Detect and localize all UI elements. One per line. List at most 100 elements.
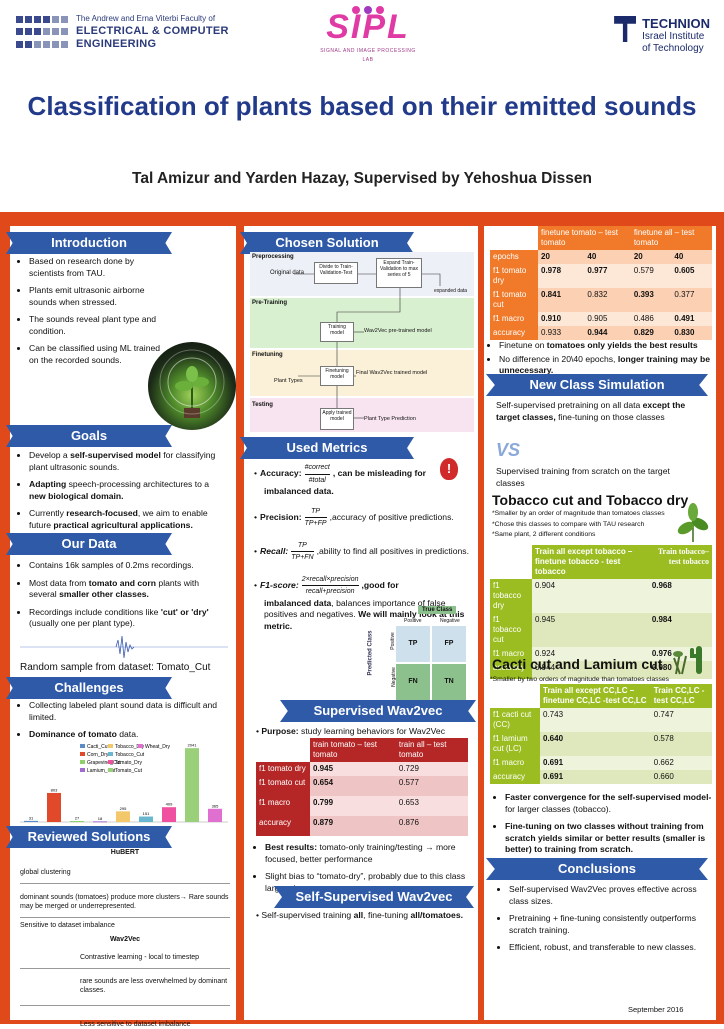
intro-item: The sounds reveal plant type and conditi… [29, 314, 166, 337]
goal-item: Adapting speech-processing architectures… [29, 479, 228, 502]
legend-swatch [80, 768, 85, 772]
legend-swatch [80, 760, 85, 764]
preprocessing-label: Preprocessing [252, 254, 294, 260]
bar-label: 2041 [188, 743, 198, 748]
bar-Tomato_Dry [162, 807, 176, 822]
training-model-box: Training model [320, 322, 354, 342]
introduction-section: Based on research done by scientists fro… [16, 256, 166, 372]
legend-label: Tomato_Cut [115, 768, 143, 774]
pretrained-label: Wav2Vec pre-trained model [364, 328, 432, 334]
reviewed-heading: Reviewed Solutions [6, 826, 172, 848]
bar-Cacti_Cut [24, 820, 38, 822]
expand-box: Expand Train-Validation to max series of… [376, 258, 422, 288]
data-item: Contains 16k samples of 0.2ms recordings… [29, 560, 228, 572]
technion-sub2: of Technology [642, 43, 704, 54]
cm-fn: FN [396, 664, 430, 700]
goals-heading: Goals [6, 425, 172, 447]
sipl-circles-icon [318, 6, 418, 14]
new-class-text2: Supervised training from scratch on the … [496, 466, 670, 488]
conclusion-item: Self-supervised Wav2Vec proves effective… [509, 884, 710, 907]
table-row: f1 tomato dry 0.978 0.977 0.579 0.605 [490, 264, 712, 288]
table-row: epochs 20 40 20 40 [490, 250, 712, 264]
technion-sub1: Israel Institute [642, 31, 705, 42]
pretraining-label: Pre-Training [252, 300, 288, 306]
col-header: Train CC,LC - test CC,LC [650, 684, 712, 708]
conclusion-item: Pretraining + fine-tuning consistently o… [509, 913, 710, 936]
intro-item: Plants emit ultrasonic airborne sounds w… [29, 285, 166, 308]
hubert-point: dominant sounds (tomatoes) produce more … [20, 890, 230, 918]
new-class-text1: Self-supervised pretraining on all data … [496, 400, 686, 422]
hubert-point: Sensitive to dataset imbalance [20, 922, 115, 929]
supervised-point: Best results: tomato-only training/testi… [265, 842, 476, 865]
confusion-matrix: True Class Predicted Class Positive Nega… [367, 606, 472, 702]
poster-authors: Tal Amizur and Yarden Hazay, Supervised … [132, 170, 592, 187]
cm-col-positive: Positive [404, 618, 422, 624]
challenges-heading: Challenges [6, 677, 172, 699]
self-supervised-heading: Self-Supervised Wav2vec [274, 886, 474, 908]
legend-label: Lamium_Cut [87, 768, 116, 774]
data-heading: Our Data [6, 533, 172, 555]
conclusion-item: Efficient, robust, and transferable to n… [509, 942, 710, 954]
sipl-subtitle: SIGNAL AND IMAGE PROCESSING LAB [320, 48, 416, 63]
cm-true-class: True Class [418, 606, 457, 614]
conclusions-heading: Conclusions [486, 858, 708, 880]
viterbi-line1: The Andrew and Erna Viterbi Faculty of [76, 14, 216, 23]
viterbi-squares-icon [16, 16, 68, 51]
cm-col-negative: Negative [440, 618, 460, 624]
legend-swatch [108, 752, 113, 756]
wav2vec-point: rare sounds are less overwhelmed by domi… [20, 969, 230, 1006]
metric-accuracy-note: imbalanced data. [264, 486, 334, 496]
data-item: Most data from tomato and corn plants wi… [29, 578, 228, 601]
new-class-point: Faster convergence for the self-supervis… [505, 792, 714, 815]
viterbi-line3: ENGINEERING [76, 38, 157, 50]
legend-label: Tobacco_Dry [115, 744, 145, 750]
prediction-label: Plant Type Prediction [364, 416, 416, 422]
col-header: train all – test tomato [395, 738, 468, 762]
bar-Grapevine_Cut [70, 821, 84, 823]
legend-swatch [108, 744, 113, 748]
supervised-table: train tomato – test tomato train all – te… [256, 738, 468, 836]
final-model-label: Final Wav2Vec trained model [356, 370, 428, 376]
legend-label: Cacti_Cut [87, 744, 110, 750]
finetune-note: No difference in 20\40 epochs, longer tr… [499, 354, 714, 377]
finetuning-label: Finetuning [252, 352, 283, 358]
table-row: accuracy 0.691 0.660 [490, 770, 712, 784]
cm-fp: FP [432, 626, 466, 662]
original-data-label: Original data [270, 270, 305, 276]
new-class-point: Fine-tuning on two classes without train… [505, 821, 714, 856]
finetuning-model-box: Finetuning model [320, 366, 354, 386]
class-distribution-chart: 31 803 27 18 295 151 409 2041 365 Cacti_Cut Corn_D… [20, 743, 228, 823]
bar-label: 295 [120, 806, 127, 811]
bar-Tomato_Cut [185, 748, 199, 822]
col-header: train tomato – test tomato [310, 738, 396, 762]
col-header: Train tobacco– test tobacco [648, 545, 712, 579]
table-row: f1 macro 0.910 0.905 0.486 0.491 [490, 312, 712, 326]
testing-band [250, 398, 474, 432]
viterbi-logo: The Andrew and Erna Viterbi Faculty of E… [16, 14, 229, 51]
warning-icon: ! [440, 458, 458, 480]
table-row: accuracy 0.944 0.980 [490, 661, 712, 679]
tobacco-notes: *Smaller by an order of magnitude than t… [492, 510, 665, 538]
goals-section: Develop a self-supervised model for clas… [16, 450, 228, 537]
cm-tp: TP [396, 626, 430, 662]
metric-f1: • F1-score: 2×recall×precision recall+prec… [254, 575, 399, 596]
waveform-plot [20, 635, 228, 659]
legend-swatch [108, 768, 113, 772]
table-row: f1 tomato dry 0.945 0.729 [256, 762, 468, 776]
testing-label: Testing [252, 402, 273, 408]
table-row: accuracy 0.933 0.944 0.829 0.830 [490, 326, 712, 340]
col-header: finetune tomato – test tomato [538, 226, 631, 250]
challenge-item: Dominance of tomato data. [29, 729, 228, 741]
table-row: f1 tomato cut 0.654 0.577 [256, 776, 468, 796]
pipeline-arrows [294, 273, 441, 419]
legend-label: Grapevine_Cut [87, 760, 121, 766]
finetune-notes: Finetune on tomatoes only yields the bes… [486, 340, 714, 383]
cm-predicted-class: Predicted Class [367, 630, 374, 676]
bar-Corn_Dry [47, 792, 61, 822]
bar-label: 27 [75, 816, 80, 821]
plant-photo [148, 342, 236, 430]
bar-label: 151 [143, 811, 150, 816]
supervised-purpose: • Purpose: study learning behaviors for … [256, 726, 445, 736]
table-row: f1 tomato cut 0.841 0.832 0.393 0.377 [490, 288, 712, 312]
metrics-heading: Used Metrics [240, 437, 414, 459]
